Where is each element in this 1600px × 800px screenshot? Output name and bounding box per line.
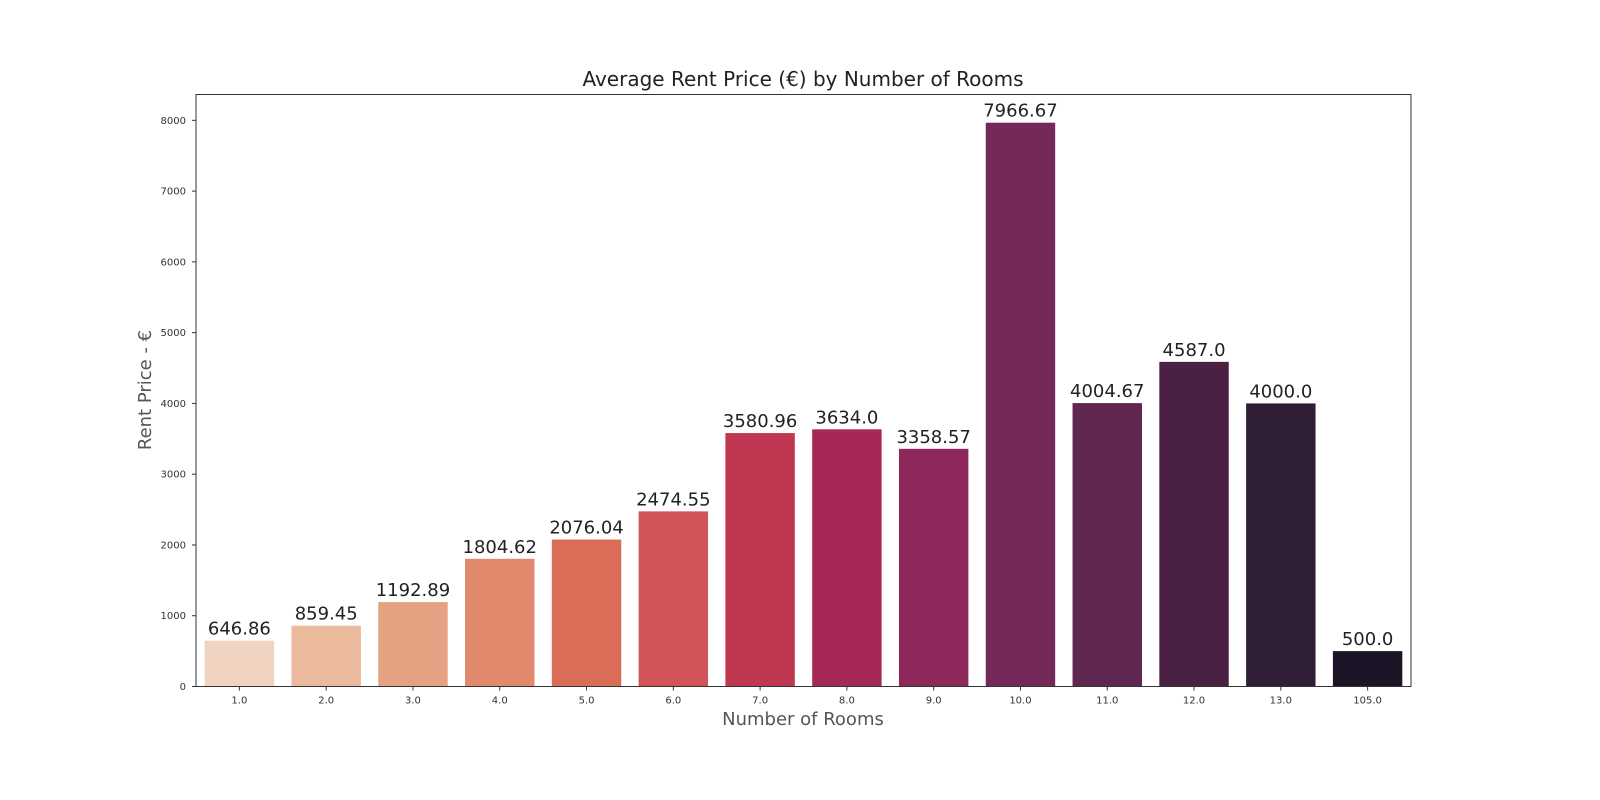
data-label-8.0: 3634.0 <box>815 407 878 428</box>
plot-frame <box>195 94 1412 687</box>
x-tick-label: 105.0 <box>1353 696 1382 707</box>
x-tick-label: 9.0 <box>926 696 942 707</box>
x-tick-label: 3.0 <box>405 696 421 707</box>
y-tick-label: 2000 <box>161 540 186 551</box>
y-tick-label: 8000 <box>161 116 186 127</box>
data-labels-group: 646.86 859.45 1192.89 1804.62 2076.04 2474.55… <box>208 101 1393 650</box>
bar-105.0 <box>1332 651 1403 687</box>
y-tick-label: 5000 <box>161 328 186 339</box>
bar-10.0 <box>985 122 1056 687</box>
bar-12.0 <box>1159 361 1229 687</box>
bar-7.0 <box>725 433 795 687</box>
bar-4.0 <box>465 558 535 687</box>
bar-13.0 <box>1246 403 1316 687</box>
bar-8.0 <box>812 429 882 687</box>
bars-group <box>204 122 1403 687</box>
y-tick-label: 1000 <box>161 611 186 622</box>
x-tick-label: 7.0 <box>752 696 768 707</box>
data-label-105.0: 500.0 <box>1342 629 1394 650</box>
bar-11.0 <box>1072 403 1142 687</box>
y-tick-label: 7000 <box>161 187 186 198</box>
y-tick-label: 0 <box>180 682 186 693</box>
y-tick-label: 3000 <box>161 470 186 481</box>
y-tick-label: 6000 <box>161 257 186 268</box>
y-tick-label: 4000 <box>161 399 186 410</box>
x-tick-label: 12.0 <box>1183 696 1205 707</box>
x-tick-label: 1.0 <box>231 696 247 707</box>
bar-2.0 <box>291 625 361 687</box>
x-axis-label: Number of Rooms <box>722 709 884 730</box>
x-tick-label: 4.0 <box>492 696 508 707</box>
data-label-9.0: 3358.57 <box>896 427 970 448</box>
data-label-3.0: 1192.89 <box>376 580 450 601</box>
x-tick-label: 6.0 <box>665 696 681 707</box>
data-label-5.0: 2076.04 <box>549 518 623 539</box>
bar-3.0 <box>378 602 448 687</box>
x-axis-ticks: 1.0 2.0 3.0 4.0 5.0 6.0 7.0 8.0 9.0 10.0 11.0 12.0 1… <box>231 686 1382 707</box>
x-tick-label: 5.0 <box>579 696 595 707</box>
bar-6.0 <box>638 511 709 687</box>
data-label-12.0: 4587.0 <box>1163 340 1226 361</box>
x-tick-label: 8.0 <box>839 696 855 707</box>
data-label-1.0: 646.86 <box>208 619 271 640</box>
data-label-11.0: 4004.67 <box>1070 381 1144 402</box>
bar-1.0 <box>204 640 275 687</box>
x-tick-label: 11.0 <box>1096 696 1118 707</box>
y-axis-label: Rent Price - € <box>135 330 156 450</box>
data-label-13.0: 4000.0 <box>1249 381 1312 402</box>
data-label-2.0: 859.45 <box>295 604 358 625</box>
x-tick-label: 2.0 <box>318 696 334 707</box>
chart-title: Average Rent Price (€) by Number of Room… <box>582 67 1023 91</box>
data-label-7.0: 3580.96 <box>723 411 797 432</box>
bar-9.0 <box>898 448 969 687</box>
data-label-6.0: 2474.55 <box>636 489 710 510</box>
x-tick-label: 13.0 <box>1270 696 1292 707</box>
y-axis-ticks: 0 1000 2000 3000 4000 5000 6000 7000 8000 <box>161 116 196 693</box>
data-label-4.0: 1804.62 <box>463 537 537 558</box>
data-label-10.0: 7966.67 <box>983 101 1057 122</box>
bar-5.0 <box>551 539 622 687</box>
x-tick-label: 10.0 <box>1009 696 1031 707</box>
